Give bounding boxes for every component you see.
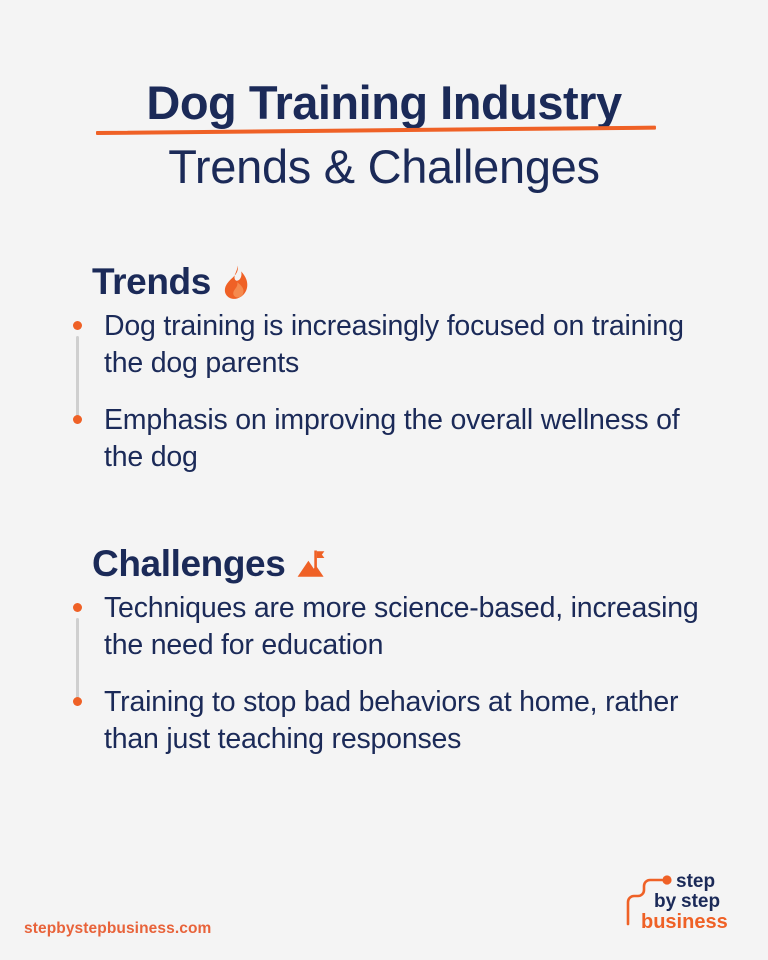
- list-item-text: Techniques are more science-based, incre…: [104, 592, 699, 662]
- bullet-dot-icon: [73, 603, 82, 612]
- section-challenges: Challenges Techniques are more science-b…: [66, 545, 726, 758]
- list-item-text: Training to stop bad behaviors at home, …: [104, 686, 679, 756]
- section-trends-title: Trends: [92, 261, 211, 302]
- bullet-connector-line: [76, 618, 79, 707]
- bullet-dot-icon: [73, 697, 82, 707]
- list-item: Training to stop bad behaviors at home, …: [66, 684, 726, 758]
- title-underline-wrap: [0, 125, 768, 140]
- list-item-text: Dog training is increasingly focused on …: [104, 310, 684, 380]
- poster-title-block: Dog Training Industry Trends & Challenge…: [0, 78, 768, 194]
- site-url-text[interactable]: stepbystepbusiness.com: [24, 920, 212, 937]
- list-item: Dog training is increasingly focused on …: [66, 308, 726, 382]
- svg-text:by: by: [654, 891, 677, 912]
- bullet-dot-icon: [73, 321, 82, 330]
- bullet-dot-icon: [73, 415, 82, 425]
- challenges-bullet-list: Techniques are more science-based, incre…: [66, 590, 726, 758]
- title-underline-accent: [95, 125, 656, 135]
- svg-text:business: business: [641, 911, 728, 933]
- section-challenges-header: Challenges: [92, 545, 726, 582]
- stepbystepbusiness-logo[interactable]: step by step business: [620, 870, 746, 938]
- bullet-connector-line: [76, 336, 79, 425]
- section-challenges-title: Challenges: [92, 543, 286, 584]
- poster-title-primary: Dog Training Industry: [146, 76, 622, 129]
- list-item-text: Emphasis on improving the overall wellne…: [104, 404, 680, 474]
- trends-bullet-list: Dog training is increasingly focused on …: [66, 308, 726, 476]
- svg-text:step: step: [681, 891, 720, 912]
- svg-text:step: step: [676, 871, 715, 892]
- section-trends: Trends Dog training is increasingly focu…: [66, 263, 726, 476]
- list-item: Emphasis on improving the overall wellne…: [66, 402, 726, 476]
- section-trends-header: Trends: [92, 263, 726, 300]
- flame-icon: [220, 264, 254, 300]
- poster-title-secondary: Trends & Challenges: [168, 139, 600, 193]
- list-item: Techniques are more science-based, incre…: [66, 590, 726, 664]
- mountain-flag-icon: [294, 546, 328, 582]
